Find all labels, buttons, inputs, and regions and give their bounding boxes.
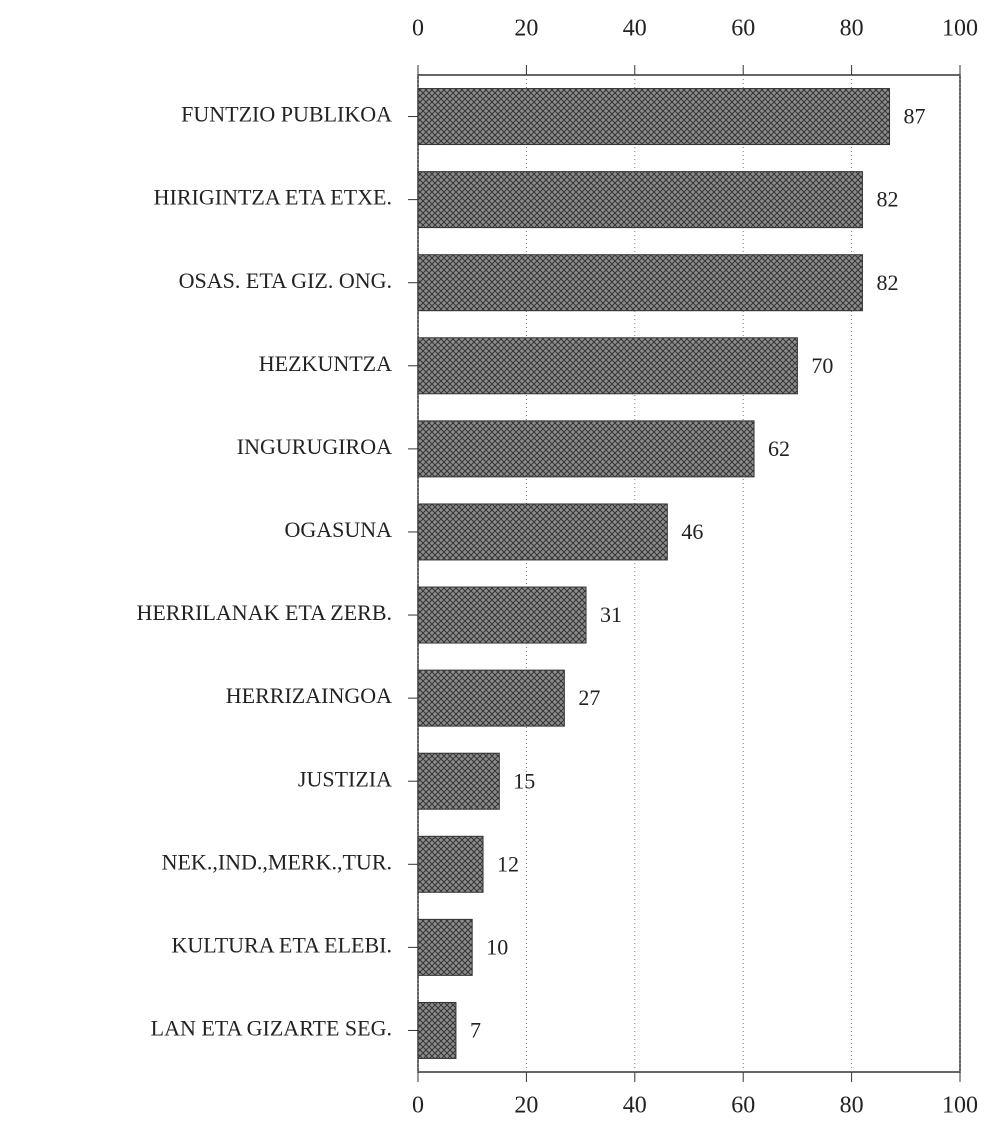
y-tick-label: HERRILANAK ETA ZERB. [136,600,392,625]
plot-frame [417,74,961,1073]
value-label: 7 [470,1018,481,1043]
bar [417,752,500,810]
bar [417,503,668,561]
x-tick-label: 20 [514,16,538,42]
x-tick-label: 100 [942,16,978,42]
bar [417,337,798,395]
x-tick-label: 60 [731,16,755,42]
bar [417,171,863,229]
y-tick-label: KULTURA ETA ELEBI. [172,932,392,957]
y-tick-label: HIRIGINTZA ETA ETXE. [154,185,392,210]
value-label: 82 [876,270,898,295]
y-tick-label: HEZKUNTZA [259,351,392,376]
value-label: 12 [497,851,519,876]
y-tick-label: LAN ETA GIZARTE SEG. [151,1016,392,1041]
value-label: 82 [876,187,898,212]
value-label: 10 [486,934,508,959]
x-tick-label: 80 [840,16,864,42]
value-label: 27 [578,685,600,710]
x-tick-label: 0 [412,16,424,42]
bar [417,420,755,478]
x-tick-label: 40 [623,1093,647,1119]
x-tick-label: 0 [412,1093,424,1119]
value-label: 87 [904,104,926,129]
value-label: 15 [513,768,535,793]
y-tick-label: OSAS. ETA GIZ. ONG. [179,268,392,293]
bar [417,586,587,644]
x-tick-label: 60 [731,1093,755,1119]
y-tick-label: NEK.,IND.,MERK.,TUR. [162,849,392,874]
bar [417,88,891,146]
y-tick-label: HERRIZAINGOA [226,683,392,708]
y-tick-label: FUNTZIO PUBLIKOA [181,102,392,127]
bar [417,669,565,727]
x-tick-label: 100 [942,1093,978,1119]
value-label: 62 [768,436,790,461]
bar [417,1001,457,1059]
y-tick-label: JUSTIZIA [298,766,392,791]
bar [417,835,484,893]
value-label: 31 [600,602,622,627]
y-tick-label: INGURUGIROA [237,434,392,459]
value-label: 70 [811,353,833,378]
bar [417,918,473,976]
y-tick-label: OGASUNA [284,517,392,542]
x-tick-label: 40 [623,16,647,42]
x-tick-label: 20 [514,1093,538,1119]
x-tick-label: 80 [840,1093,864,1119]
bar [417,254,863,312]
value-label: 46 [681,519,703,544]
